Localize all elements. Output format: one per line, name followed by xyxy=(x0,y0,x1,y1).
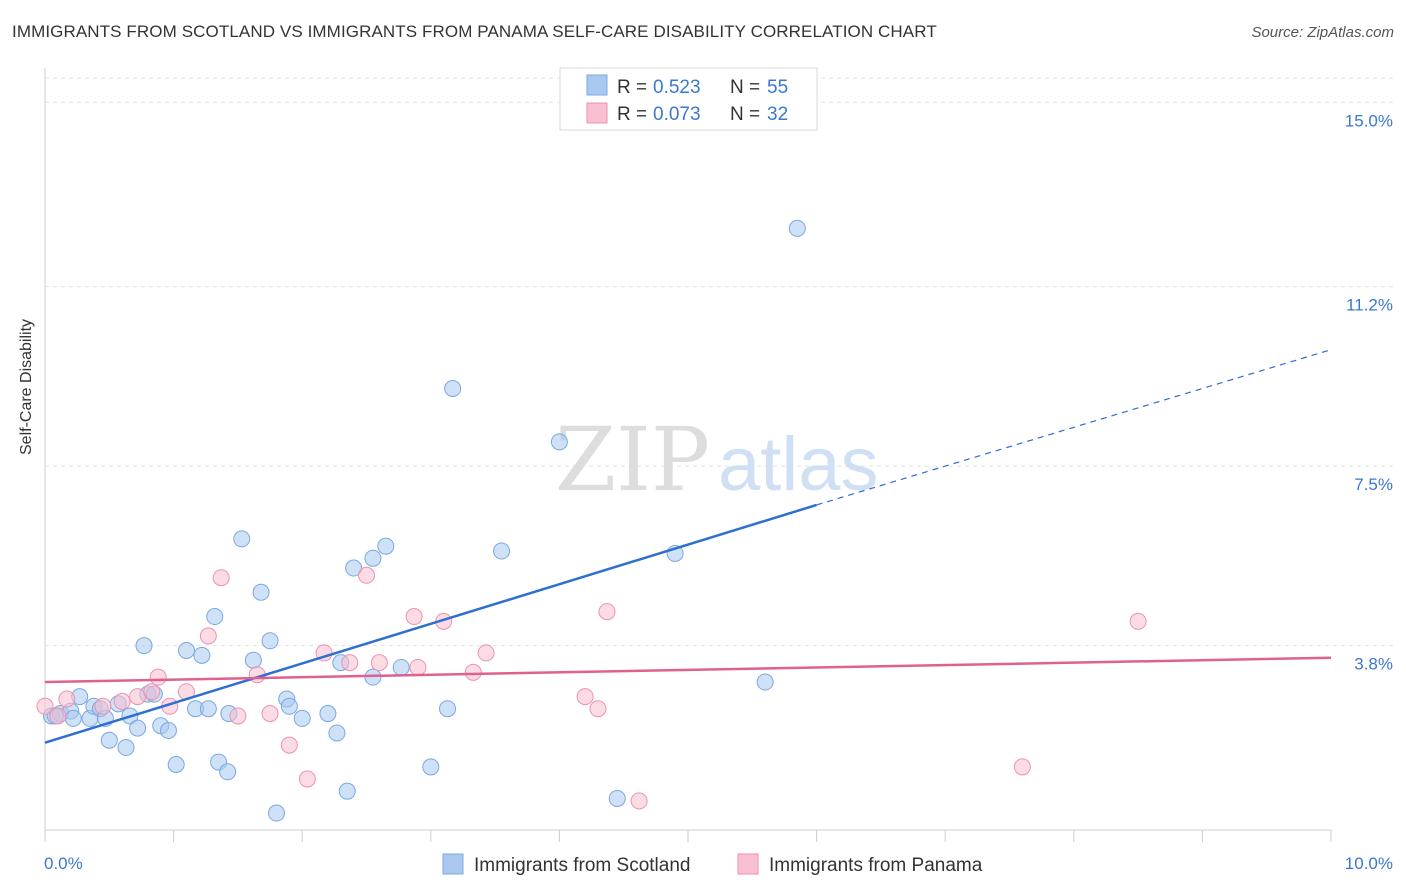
scotland-point xyxy=(338,782,356,800)
x-ticks xyxy=(44,830,1332,842)
scotland-point xyxy=(319,705,337,723)
legend-r-value: 0.073 xyxy=(653,104,701,125)
scotland-point xyxy=(493,542,511,560)
legend-n-label: N = xyxy=(730,77,760,98)
x-tick-label-max: 10.0% xyxy=(1345,854,1393,873)
panama-point xyxy=(1129,612,1147,630)
panama-point xyxy=(298,770,316,788)
legend-n-value: 55 xyxy=(767,77,788,98)
scotland-point xyxy=(444,380,462,398)
scotland-point xyxy=(280,697,298,715)
legend-n-label: N = xyxy=(730,104,760,125)
scotland-point xyxy=(392,658,410,676)
scotland-trendline-extension xyxy=(816,349,1332,506)
panama-point xyxy=(341,654,359,672)
scotland-point xyxy=(261,632,279,650)
scotland-point xyxy=(550,433,568,451)
scotland-point xyxy=(135,637,153,655)
panama-point xyxy=(113,692,131,710)
scotland-point xyxy=(756,673,774,691)
y-tick-label: 3.8% xyxy=(1354,655,1393,674)
scotland-point xyxy=(608,789,626,807)
panama-point xyxy=(58,690,76,708)
scotland-point xyxy=(439,700,457,718)
scotland-point xyxy=(244,651,262,669)
legend-swatch-scotland xyxy=(586,74,608,96)
panama-point xyxy=(358,566,375,584)
panama-point xyxy=(598,603,616,621)
scotland-point xyxy=(206,608,224,626)
panama-point xyxy=(370,654,388,672)
scotland-point xyxy=(129,719,147,737)
watermark-zip: ZIP xyxy=(555,408,710,511)
panama-point xyxy=(261,705,279,723)
bottom-legend-swatch-scotland xyxy=(442,853,464,875)
panama-point xyxy=(49,707,67,725)
scotland-point xyxy=(100,731,118,749)
scotland-point xyxy=(167,756,185,774)
bottom-legend: Immigrants from Scotland Immigrants from… xyxy=(442,853,983,876)
panama-point xyxy=(477,644,495,662)
panama-point xyxy=(199,627,217,645)
y-tick-label: 7.5% xyxy=(1354,475,1393,494)
panama-point xyxy=(212,569,230,587)
bottom-legend-panama: Immigrants from Panama xyxy=(769,855,983,876)
bottom-legend-swatch-panama xyxy=(737,853,759,875)
x-tick-label-min: 0.0% xyxy=(44,854,83,873)
bottom-legend-scotland: Immigrants from Scotland xyxy=(474,855,690,876)
scotland-point xyxy=(422,758,440,776)
panama-point xyxy=(409,658,427,676)
panama-point xyxy=(630,792,648,810)
scotland-point xyxy=(199,700,217,718)
scotland-point xyxy=(193,646,211,664)
trendlines xyxy=(44,349,1332,744)
watermark-atlas: atlas xyxy=(718,422,879,507)
scotland-point xyxy=(64,709,82,727)
legend-r-label: R = xyxy=(617,104,647,125)
scotland-point xyxy=(345,559,363,577)
y-tick-label: 11.2% xyxy=(1346,296,1393,315)
scotland-point xyxy=(159,722,177,740)
panama-point xyxy=(129,688,147,706)
scotland-point xyxy=(788,219,806,237)
panama-point xyxy=(464,663,482,681)
gridlines xyxy=(45,77,1395,647)
scotland-point xyxy=(177,641,195,659)
panama-point xyxy=(229,707,247,725)
source-label: Source: ZipAtlas.com xyxy=(1251,24,1394,41)
scotland-point xyxy=(377,537,395,555)
scotland-point xyxy=(364,549,382,567)
panama-point xyxy=(149,668,167,686)
legend-r-label: R = xyxy=(617,77,647,98)
panama-point xyxy=(1013,758,1031,776)
scotland-point xyxy=(233,530,251,548)
panama-point xyxy=(589,700,607,718)
panama-point xyxy=(143,683,161,701)
scotland-point xyxy=(293,709,311,727)
legend: R = 0.523 N = 55 R = 0.073 N = 32 xyxy=(559,67,818,131)
scotland-point xyxy=(328,724,346,742)
legend-swatch-panama xyxy=(586,102,608,124)
scotland-point xyxy=(267,804,285,822)
panama-points xyxy=(36,566,1147,810)
y-tick-labels: 3.8% 7.5% 11.2% 15.0% xyxy=(1345,111,1393,673)
y-tick-label: 15.0% xyxy=(1345,111,1393,130)
watermark: ZIP atlas xyxy=(555,408,879,511)
panama-point xyxy=(280,736,298,754)
panama-point xyxy=(36,697,54,715)
panama-point xyxy=(94,697,112,715)
legend-r-value: 0.523 xyxy=(653,77,701,98)
chart-title: IMMIGRANTS FROM SCOTLAND VS IMMIGRANTS F… xyxy=(12,22,937,41)
scotland-point xyxy=(219,763,237,781)
panama-point xyxy=(576,688,594,706)
scotland-points xyxy=(42,219,806,822)
legend-n-value: 32 xyxy=(767,104,788,125)
panama-trendline xyxy=(44,656,1332,684)
scotland-point xyxy=(117,739,135,757)
panama-point xyxy=(405,608,423,626)
scotland-point xyxy=(252,583,270,601)
scotland-trendline xyxy=(44,503,817,744)
